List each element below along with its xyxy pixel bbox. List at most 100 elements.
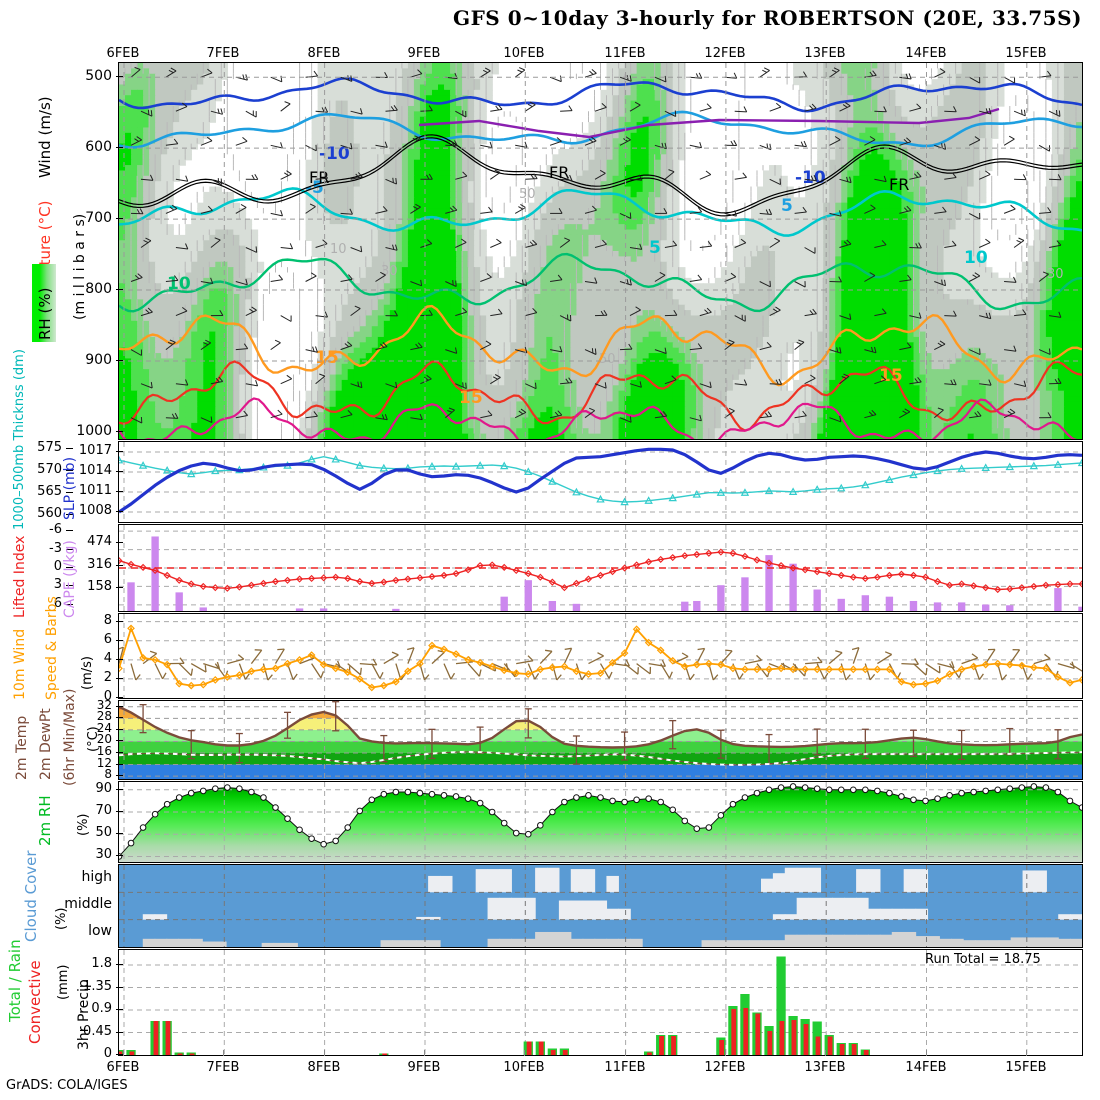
isotherm-label: -10 bbox=[319, 144, 350, 164]
rh-marker bbox=[789, 783, 797, 790]
wind-speed-marker bbox=[392, 677, 400, 686]
rh-marker bbox=[561, 798, 568, 806]
cape-bar bbox=[765, 555, 773, 611]
rh-legend-swatch bbox=[32, 264, 56, 342]
cloud-block bbox=[392, 940, 405, 947]
cloud-cover-panel[interactable] bbox=[118, 864, 1083, 948]
wind-speed-marker bbox=[119, 664, 123, 673]
y-axis-tick-mark bbox=[116, 763, 123, 765]
wind-speed-marker bbox=[187, 681, 196, 690]
cape-lifted-index-panel[interactable] bbox=[118, 524, 1083, 612]
wind-speed-marker bbox=[644, 638, 653, 647]
cloud-block bbox=[178, 938, 191, 947]
slp-thickness-panel[interactable] bbox=[118, 441, 1083, 523]
wind-speed-marker bbox=[572, 667, 581, 676]
y-axis-tick-label: 6 bbox=[103, 631, 112, 647]
li-marker bbox=[572, 579, 581, 587]
x-axis-tick bbox=[324, 1050, 325, 1056]
y-axis-tick-mark bbox=[116, 833, 123, 835]
lifted-index-line bbox=[119, 551, 1082, 591]
cloud-block bbox=[1070, 938, 1082, 947]
cloud-block bbox=[963, 940, 976, 947]
thickness-marker bbox=[861, 480, 870, 489]
wind-speed-marker bbox=[536, 665, 545, 674]
cloud-block bbox=[594, 900, 608, 920]
rh-marker bbox=[119, 853, 123, 860]
upper-air-cross-section[interactable]: 10 30 50 30 50 -10 -10 -5 5 5 10 10 15 15 15 FR FR FR bbox=[118, 62, 1083, 440]
li-marker bbox=[645, 558, 653, 566]
rh-marker bbox=[1078, 804, 1082, 811]
y-axis-tick-mark bbox=[116, 788, 123, 790]
cloud-block bbox=[868, 934, 881, 947]
wind-speed-marker bbox=[151, 655, 159, 664]
axis-label-2m-dewpt: 2m DewPt bbox=[38, 708, 54, 780]
y-axis-tick-mark bbox=[116, 775, 123, 777]
precip-panel[interactable] bbox=[118, 949, 1083, 1056]
li-marker bbox=[548, 578, 556, 586]
li-marker bbox=[524, 569, 532, 578]
y-axis-tick-label: 90 bbox=[95, 780, 112, 796]
rh-marker bbox=[1018, 784, 1026, 791]
thickness-marker bbox=[524, 467, 533, 475]
cloud-block bbox=[428, 875, 441, 893]
cloud-block bbox=[214, 941, 227, 947]
li-marker bbox=[681, 552, 689, 560]
rh-marker bbox=[609, 797, 616, 805]
li-marker bbox=[765, 559, 773, 567]
axis-label-cape: CAPE (J/kg) bbox=[62, 540, 78, 618]
y-axis-tick-mark bbox=[66, 567, 73, 568]
precip-convective-bar bbox=[647, 1052, 652, 1055]
rh-marker bbox=[886, 789, 893, 797]
thickness-marker bbox=[909, 470, 918, 479]
y-axis-tick-label: 24 bbox=[96, 720, 112, 735]
thickness-marker bbox=[1077, 458, 1082, 467]
y-axis-tick-mark bbox=[116, 587, 123, 589]
cloud-block bbox=[915, 908, 929, 920]
wind-speed-marker bbox=[379, 681, 388, 690]
li-marker bbox=[1078, 580, 1082, 588]
cloud-block bbox=[570, 869, 584, 893]
temp-2m-panel[interactable] bbox=[118, 700, 1083, 780]
wind-10m-panel[interactable] bbox=[118, 613, 1083, 699]
li-marker bbox=[163, 571, 171, 579]
y-axis-tick-mark bbox=[116, 1031, 123, 1033]
rh-marker bbox=[284, 815, 291, 822]
cape-bar bbox=[789, 563, 797, 611]
cape-bar bbox=[717, 585, 725, 611]
rh-marker bbox=[657, 798, 664, 806]
cloud-block bbox=[725, 940, 738, 947]
wind-speed-marker bbox=[271, 664, 280, 673]
cloud-block bbox=[261, 942, 275, 947]
li-marker bbox=[211, 584, 219, 592]
li-marker bbox=[777, 561, 785, 570]
wind-speed-marker bbox=[355, 675, 364, 683]
wind-speed-marker bbox=[1005, 660, 1014, 669]
cape-bar bbox=[524, 580, 532, 611]
li-marker bbox=[584, 575, 593, 583]
li-marker bbox=[464, 566, 472, 574]
rh-marker bbox=[717, 812, 725, 819]
footer-credit: GrADS: COLA/IGES bbox=[6, 1078, 128, 1093]
axis-label-millibars: (m i l l i b a r s) bbox=[72, 213, 88, 320]
wind-speed-marker bbox=[307, 651, 316, 659]
rh-marker bbox=[753, 789, 761, 797]
rh-2m-panel[interactable] bbox=[118, 781, 1083, 863]
y-axis-tick-mark bbox=[116, 717, 123, 719]
thickness-marker bbox=[187, 469, 196, 478]
wind-speed-marker bbox=[668, 656, 677, 665]
y-axis-tick-label: 575 bbox=[37, 439, 62, 455]
cloud-block bbox=[868, 869, 881, 893]
wind-speed-marker bbox=[741, 665, 749, 674]
cloud-block bbox=[784, 934, 798, 947]
li-marker bbox=[693, 550, 701, 559]
cape-bar bbox=[1054, 588, 1062, 611]
cape-bar bbox=[861, 595, 870, 611]
cloud-block bbox=[879, 908, 893, 920]
li-marker bbox=[235, 583, 243, 591]
wind-speed-marker bbox=[801, 665, 809, 674]
li-marker bbox=[717, 548, 725, 556]
cloud-block bbox=[582, 900, 596, 920]
cloud-block bbox=[570, 938, 584, 947]
li-marker bbox=[596, 571, 605, 579]
isotherm-label: 15 bbox=[459, 388, 483, 408]
